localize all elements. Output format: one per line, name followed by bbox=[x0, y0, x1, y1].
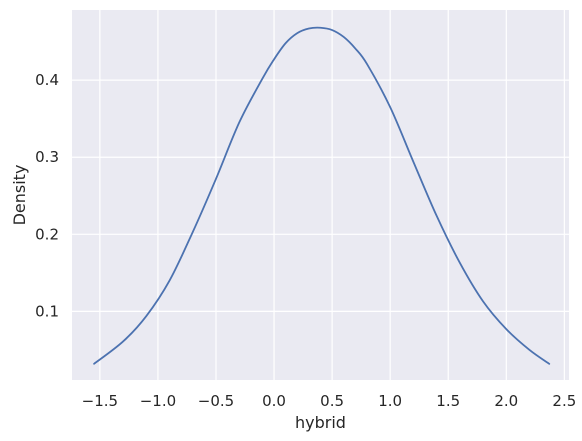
y-gridlines bbox=[72, 79, 569, 312]
x-tick-label: 1.0 bbox=[378, 392, 402, 410]
x-tick-label: 1.5 bbox=[436, 392, 460, 410]
y-tick-label: 0.1 bbox=[35, 302, 59, 320]
x-tick-label: 2.5 bbox=[552, 392, 576, 410]
x-tick-label: −1.5 bbox=[82, 392, 118, 410]
plot-background bbox=[72, 10, 569, 380]
x-tick-label: −1.0 bbox=[140, 392, 176, 410]
y-axis-title: Density bbox=[10, 165, 29, 226]
x-axis-title: hybrid bbox=[295, 413, 346, 432]
x-tick-label: 2.0 bbox=[494, 392, 518, 410]
x-tick-label: 0.0 bbox=[262, 392, 286, 410]
y-tick-label: 0.3 bbox=[35, 148, 59, 166]
density-line bbox=[93, 26, 551, 365]
x-tick-label: −0.5 bbox=[198, 392, 234, 410]
x-gridlines bbox=[99, 10, 565, 380]
y-tick-label: 0.4 bbox=[35, 71, 59, 89]
y-tick-labels: 0.1 0.2 0.3 0.4 bbox=[35, 71, 59, 320]
x-tick-labels: −1.5 −1.0 −0.5 0.0 0.5 1.0 1.5 2.0 2.5 bbox=[82, 392, 577, 410]
x-tick-label: 0.5 bbox=[320, 392, 344, 410]
y-tick-label: 0.2 bbox=[35, 225, 59, 243]
